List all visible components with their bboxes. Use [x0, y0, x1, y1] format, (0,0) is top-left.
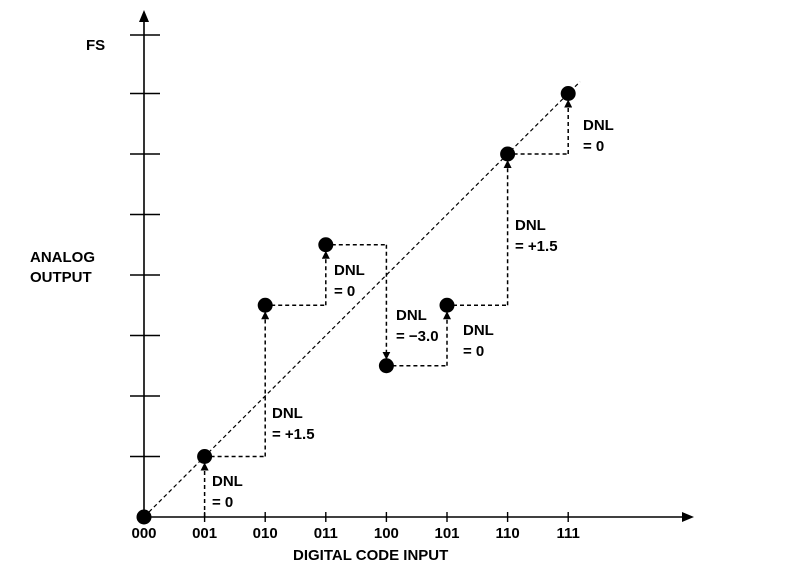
code-point-000: [136, 509, 152, 525]
x-tick-label: 000: [131, 525, 156, 542]
code-point-100: [378, 358, 394, 374]
dnl-annotation-label: DNL: [334, 262, 365, 279]
x-tick-label: 110: [495, 525, 519, 542]
x-tick-label: 101: [434, 525, 459, 542]
x-axis-title: DIGITAL CODE INPUT: [293, 547, 448, 564]
dnl-annotation-label: DNL: [272, 405, 303, 422]
y-axis-fs-label: FS: [86, 37, 105, 54]
dnl-annotation-label: DNL: [463, 322, 494, 339]
dnl-annotation-value: = 0: [212, 494, 233, 511]
code-points: [136, 86, 576, 525]
dnl-annotation-value: = 0: [334, 283, 355, 300]
dnl-annotation-value: = +1.5: [515, 238, 558, 255]
code-point-110: [500, 146, 516, 162]
step-connectors: [200, 99, 573, 517]
code-point-010: [257, 297, 273, 313]
y-axis-arrow: [139, 10, 149, 22]
code-point-011: [318, 237, 334, 253]
dnl-annotation-label: DNL: [515, 217, 546, 234]
y-axis-ticks: [130, 34, 160, 458]
code-point-001: [197, 449, 213, 464]
dnl-annotation-label: DNL: [396, 307, 427, 324]
x-axis-arrow: [682, 512, 694, 522]
code-point-111: [560, 86, 576, 101]
x-tick-label: 111: [557, 525, 580, 542]
x-tick-label: 011: [314, 525, 338, 542]
x-axis-ticks: 000 001 010 011 100 101 110 111: [131, 512, 580, 542]
dnl-annotation-value: = 0: [583, 138, 604, 155]
code-point-101: [439, 297, 455, 313]
y-axis-title-line1: ANALOG: [30, 249, 95, 266]
dnl-annotation-value: = −3.0: [396, 328, 439, 345]
x-tick-label: 100: [374, 525, 399, 542]
x-tick-label: 010: [253, 525, 278, 542]
y-axis-title-line2: OUTPUT: [30, 269, 92, 286]
dnl-annotations: DNL = 0 DNL = +1.5 DNL = 0 DNL = −3.0 DNL = 0 DNL =…: [212, 117, 614, 511]
x-tick-label: 001: [192, 525, 217, 542]
dnl-annotation-value: = 0: [463, 343, 484, 360]
dnl-annotation-value: = +1.5: [272, 426, 315, 443]
dnl-annotation-label: DNL: [212, 473, 243, 490]
dnl-annotation-label: DNL: [583, 117, 614, 134]
